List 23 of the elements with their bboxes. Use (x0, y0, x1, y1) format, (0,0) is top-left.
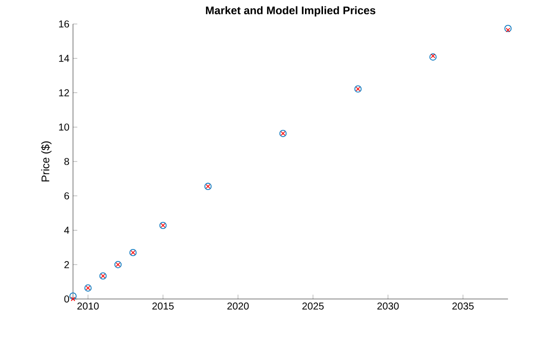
x-tick-label: 2010 (77, 302, 99, 310)
x-tick-label: 2035 (452, 302, 474, 310)
y-tick-label: 2 (64, 261, 69, 268)
y-tick-label: 10 (59, 124, 70, 131)
point (430, 54, 436, 58)
x-tick-label: 2015 (152, 302, 174, 310)
chart-title: Market and Model Implied Prices (206, 6, 376, 16)
x-tick-label: 2030 (377, 302, 399, 310)
y-tick-label: 14 (59, 54, 70, 62)
y-axis-title: Price ($) (41, 141, 52, 182)
y-tick-label: 0 (64, 295, 70, 303)
x-tick-label: 2020 (227, 302, 249, 310)
point (429, 53, 437, 61)
y-tick-label: 8 (64, 158, 70, 166)
point (69, 292, 77, 300)
y-tick-label: 12 (59, 89, 69, 96)
point (70, 296, 76, 302)
y-tick-label: 16 (59, 20, 70, 28)
y-tick-label: 6 (64, 192, 70, 200)
y-tick-label: 4 (64, 226, 70, 234)
point (504, 24, 512, 32)
point (506, 28, 510, 32)
x-tick-label: 2025 (302, 302, 324, 310)
